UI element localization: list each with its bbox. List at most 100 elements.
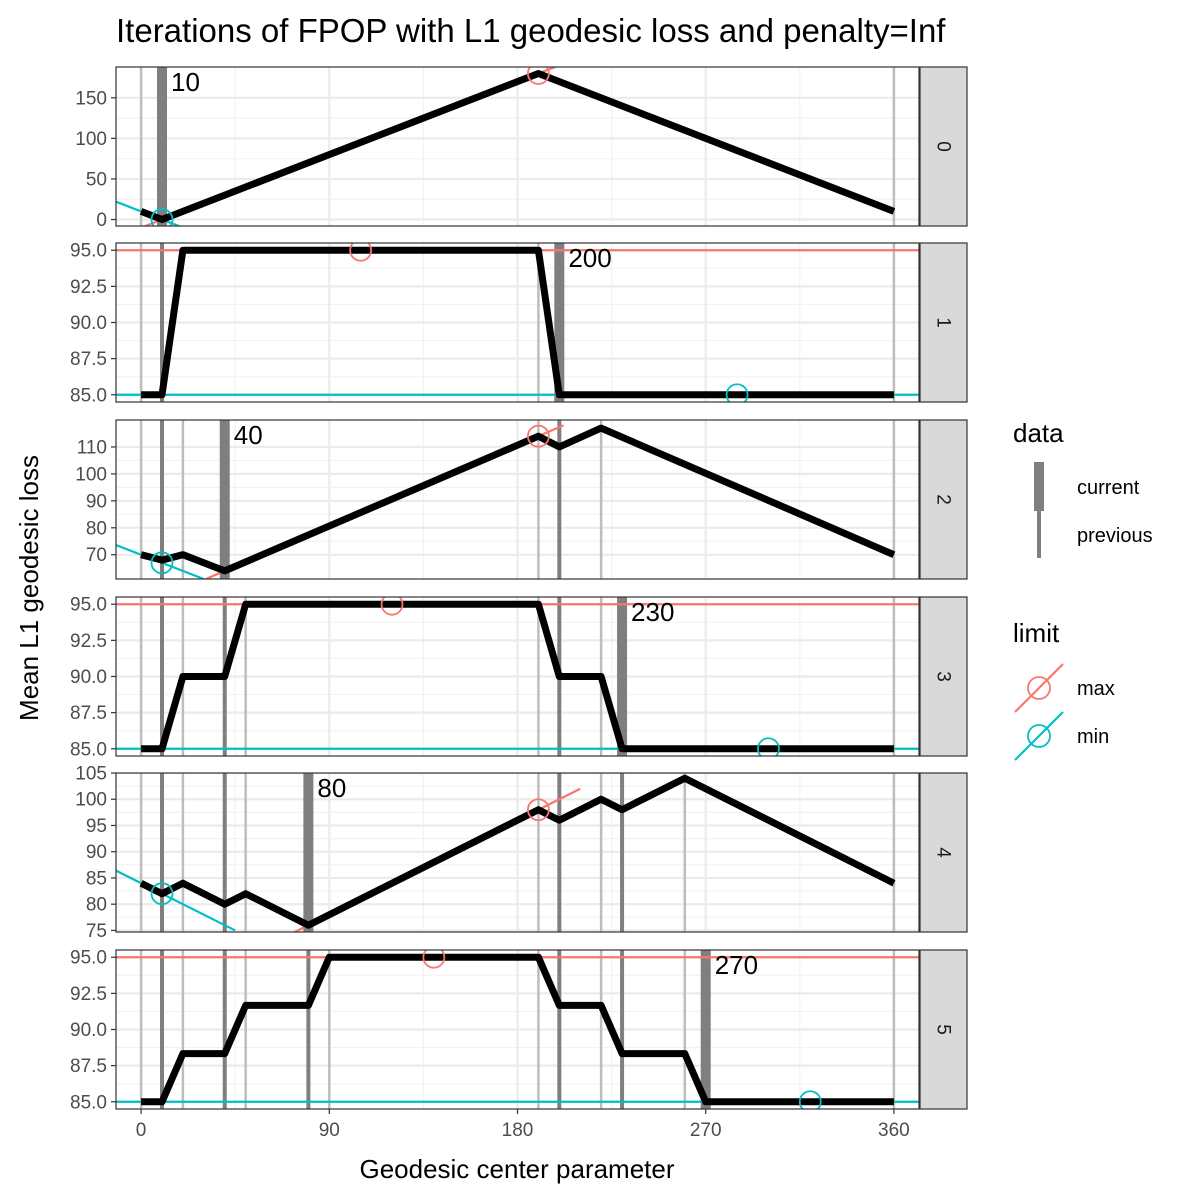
cost-function-line bbox=[140, 424, 896, 575]
current-data-label: 10 bbox=[171, 67, 200, 97]
current-data-label: 230 bbox=[631, 597, 674, 627]
panel-plot-area bbox=[116, 420, 919, 579]
current-data-label: 270 bbox=[715, 950, 758, 980]
facet-panel-2: 40 70 80 90 100 110 2 bbox=[75, 419, 968, 580]
y-tick-label: 85 bbox=[86, 868, 107, 889]
legend-label-previous: previous bbox=[1077, 525, 1153, 547]
x-tick-label: 180 bbox=[502, 1120, 534, 1141]
y-tick-label: 0 bbox=[96, 210, 107, 231]
y-tick-label: 100 bbox=[75, 790, 107, 811]
legend-title-limit: limit bbox=[1013, 618, 1060, 648]
cost-function-line bbox=[141, 600, 894, 753]
y-tick-label: 110 bbox=[77, 437, 107, 458]
min-limit-point bbox=[725, 383, 749, 402]
y-tick-label: 85.0 bbox=[70, 739, 107, 760]
panel-plot-area bbox=[116, 67, 919, 226]
y-tick-label: 95.0 bbox=[70, 241, 107, 262]
y-tick-label: 90 bbox=[86, 491, 107, 512]
max-limit-point bbox=[380, 597, 404, 616]
chart-title: Iterations of FPOP with L1 geodesic loss… bbox=[116, 12, 946, 49]
max-limit-point bbox=[349, 243, 373, 262]
cost-function-line bbox=[139, 774, 896, 929]
y-tick-label: 150 bbox=[75, 88, 107, 109]
min-limit-point bbox=[798, 1090, 822, 1109]
y-tick-label: 100 bbox=[75, 464, 107, 485]
current-data-label: 40 bbox=[234, 420, 263, 450]
min-limit-point bbox=[150, 208, 174, 226]
cost-function-line bbox=[141, 953, 894, 1106]
current-data-label: 200 bbox=[568, 243, 611, 273]
legend-label-min: min bbox=[1077, 726, 1109, 748]
panel-border bbox=[115, 419, 920, 580]
y-tick-label: 95.0 bbox=[70, 948, 107, 969]
facet-strip-label: 1 bbox=[933, 317, 954, 328]
facet-strip-label: 4 bbox=[933, 847, 954, 858]
min-limit-line bbox=[116, 869, 236, 932]
facet-strip bbox=[919, 242, 968, 403]
legend-label-max: max bbox=[1077, 678, 1115, 700]
panel-plot-area bbox=[116, 243, 919, 402]
facet-panel-4: 80 75 80 85 90 95 100 105 4 bbox=[75, 764, 968, 942]
facet-strip-label: 3 bbox=[933, 671, 954, 682]
x-axis-title: Geodesic center parameter bbox=[359, 1154, 674, 1184]
x-tick-label: 360 bbox=[878, 1120, 910, 1141]
y-tick-label: 90.0 bbox=[70, 667, 107, 688]
max-limit-point bbox=[527, 798, 550, 822]
panel-plot-area bbox=[116, 950, 919, 1109]
min-limit-line bbox=[116, 200, 182, 226]
panel-plot-area bbox=[116, 773, 919, 932]
facet-panel-5: 270 85.0 87.5 90.0 92.5 95.0 5 bbox=[70, 948, 968, 1113]
max-limit-point bbox=[422, 950, 446, 969]
y-tick-label: 92.5 bbox=[70, 984, 107, 1005]
y-axis-title: Mean L1 geodesic loss bbox=[14, 455, 44, 721]
y-tick-label: 70 bbox=[86, 545, 107, 566]
y-tick-label: 95.0 bbox=[70, 595, 107, 616]
current-data-label: 80 bbox=[317, 773, 346, 803]
y-tick-label: 105 bbox=[75, 764, 107, 785]
y-tick-label: 85.0 bbox=[70, 385, 107, 406]
min-limit-point bbox=[757, 737, 780, 756]
facet-strip bbox=[919, 949, 968, 1110]
legend-key-max-line bbox=[1014, 663, 1064, 713]
y-tick-label: 90 bbox=[86, 842, 107, 863]
min-limit-point bbox=[150, 551, 174, 575]
facet-strip bbox=[919, 596, 968, 757]
y-tick-label: 95 bbox=[86, 816, 107, 837]
y-tick-label: 100 bbox=[75, 129, 107, 150]
y-tick-label: 90.0 bbox=[70, 313, 107, 334]
x-axis: 0 90 180 270 360 bbox=[136, 1109, 910, 1141]
facet-panel-3: 230 85.0 87.5 90.0 92.5 95.0 3 bbox=[70, 595, 968, 760]
facet-strip bbox=[919, 419, 968, 580]
facet-strip-label: 5 bbox=[933, 1024, 954, 1035]
y-tick-label: 90.0 bbox=[70, 1020, 107, 1041]
cost-function-line bbox=[141, 246, 894, 399]
max-limit-point bbox=[527, 424, 550, 448]
y-tick-label: 85.0 bbox=[70, 1092, 107, 1113]
facet-panel-1: 200 85.0 87.5 90.0 92.5 95.0 1 bbox=[70, 241, 968, 406]
legend-key-min-point bbox=[1027, 724, 1051, 748]
y-tick-label: 92.5 bbox=[70, 277, 107, 298]
panel-border bbox=[115, 772, 920, 933]
facet-strip bbox=[919, 66, 968, 227]
x-tick-label: 0 bbox=[136, 1120, 147, 1141]
max-limit-point bbox=[527, 67, 550, 85]
facet-strip-label: 2 bbox=[933, 494, 954, 505]
legend-key-max-point bbox=[1027, 676, 1051, 700]
legend: data current previous limit max min bbox=[1013, 418, 1153, 761]
y-tick-label: 50 bbox=[86, 169, 107, 190]
x-tick-label: 270 bbox=[690, 1120, 722, 1141]
legend-key-min-line bbox=[1014, 711, 1064, 761]
y-tick-label: 80 bbox=[86, 518, 107, 539]
legend-label-current: current bbox=[1077, 477, 1140, 499]
y-tick-label: 80 bbox=[86, 895, 107, 916]
facet-panels: 100 50 100 150 0 200 85.0 87.5 90.0 92.5 95.0 1 40 70… bbox=[70, 66, 968, 1113]
y-tick-label: 87.5 bbox=[70, 349, 107, 370]
panel-border bbox=[115, 66, 920, 227]
legend-title-data: data bbox=[1013, 418, 1064, 448]
x-tick-label: 90 bbox=[319, 1120, 340, 1141]
facet-strip bbox=[919, 772, 968, 933]
panel-plot-area bbox=[116, 597, 919, 756]
y-tick-label: 75 bbox=[86, 921, 107, 942]
